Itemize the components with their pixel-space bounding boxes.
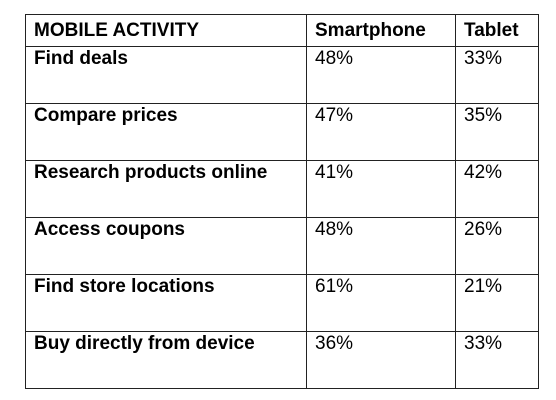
smartphone-cell: 41% [306, 160, 456, 218]
smartphone-cell: 47% [306, 103, 456, 161]
activity-cell: Compare prices [25, 103, 307, 161]
activity-cell: Research products online [25, 160, 307, 218]
tablet-cell: 21% [455, 274, 539, 332]
activity-cell: Find store locations [25, 274, 307, 332]
table-row: Find deals 48% 33% [25, 46, 539, 104]
activity-cell: Access coupons [25, 217, 307, 275]
table-row: Access coupons 48% 26% [25, 217, 539, 275]
header-activity: MOBILE ACTIVITY [25, 14, 307, 47]
smartphone-cell: 36% [306, 331, 456, 389]
tablet-cell: 35% [455, 103, 539, 161]
activity-cell: Find deals [25, 46, 307, 104]
table-body: Find deals 48% 33% Compare prices 47% 35… [25, 46, 539, 389]
tablet-cell: 33% [455, 46, 539, 104]
header-row: MOBILE ACTIVITY Smartphone Tablet [25, 14, 539, 47]
table-row: Find store locations 61% 21% [25, 274, 539, 332]
smartphone-cell: 61% [306, 274, 456, 332]
table-row: Compare prices 47% 35% [25, 103, 539, 161]
mobile-activity-table: MOBILE ACTIVITY Smartphone Tablet Find d… [25, 14, 539, 389]
header-tablet: Tablet [455, 14, 539, 47]
table-row: Research products online 41% 42% [25, 160, 539, 218]
smartphone-cell: 48% [306, 46, 456, 104]
tablet-cell: 26% [455, 217, 539, 275]
activity-cell: Buy directly from device [25, 331, 307, 389]
header-smartphone: Smartphone [306, 14, 456, 47]
tablet-cell: 33% [455, 331, 539, 389]
smartphone-cell: 48% [306, 217, 456, 275]
tablet-cell: 42% [455, 160, 539, 218]
table-row: Buy directly from device 36% 33% [25, 331, 539, 389]
